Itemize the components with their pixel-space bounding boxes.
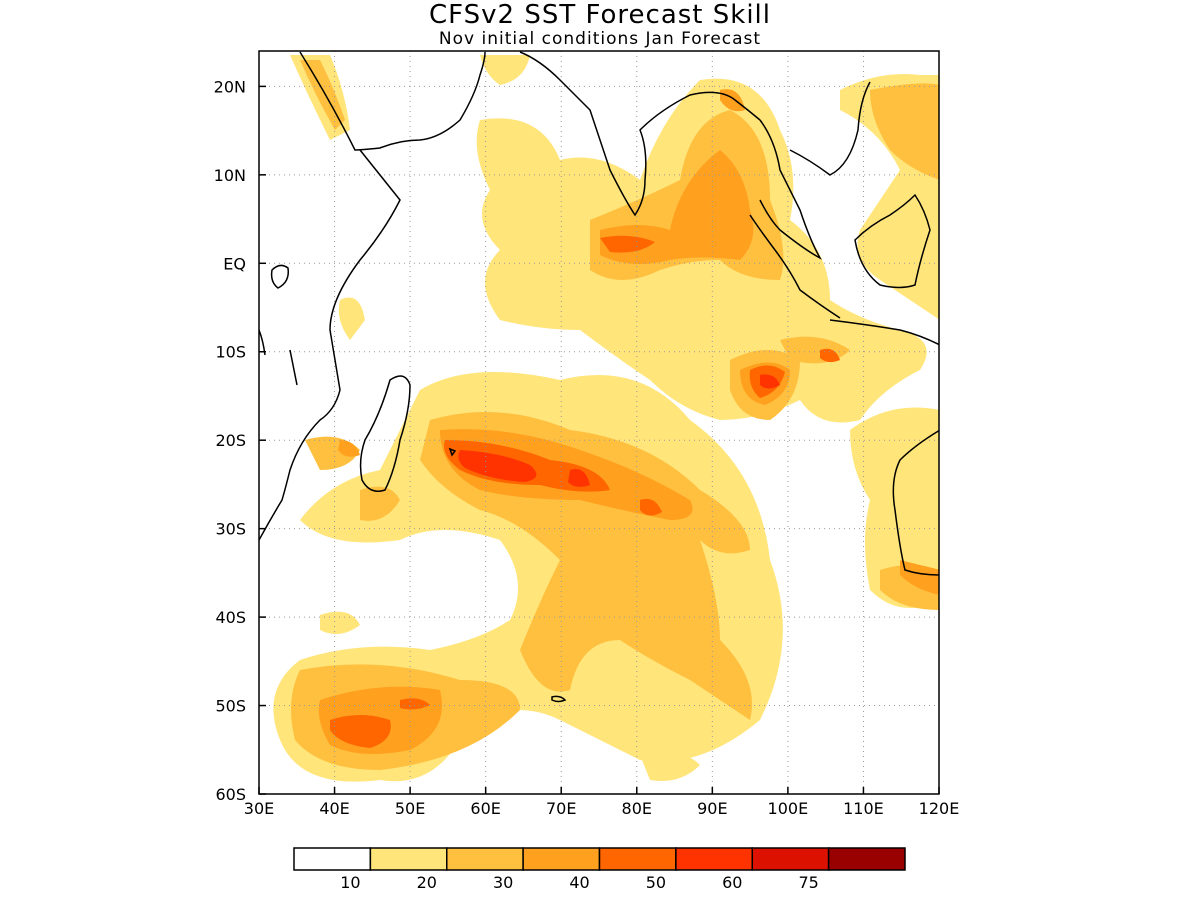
longitude-axis: 30E 40E 50E 60E 70E 80E 90E 100E 110E 120E <box>244 787 960 818</box>
lat-tick-label: 10N <box>214 166 246 185</box>
colorbar-swatch <box>293 847 372 871</box>
lon-tick-label: 30E <box>244 799 274 818</box>
coastlines <box>259 51 939 703</box>
map-gridlines <box>259 51 939 794</box>
lat-tick-label: 20N <box>214 77 246 96</box>
lat-tick-label: 20S <box>215 431 246 450</box>
colorbar-label: 30 <box>493 873 513 892</box>
lon-tick-label: 60E <box>470 799 500 818</box>
lon-tick-label: 90E <box>697 799 727 818</box>
lat-tick-label: 60S <box>215 785 246 804</box>
latitude-axis: 20N 10N EQ 10S 20S 30S 40S 50S 60S <box>214 77 266 804</box>
lon-tick-label: 50E <box>395 799 425 818</box>
lon-tick-label: 40E <box>319 799 349 818</box>
colorbar-label: 40 <box>569 873 589 892</box>
lat-tick-label: 10S <box>215 343 246 362</box>
lat-tick-label: EQ <box>223 254 246 273</box>
colorbar-swatch <box>446 847 524 871</box>
lon-tick-label: 100E <box>768 799 809 818</box>
skill-band-50-60 <box>458 374 780 487</box>
colorbar-swatch <box>675 847 753 871</box>
chart-subtitle: Nov initial conditions Jan Forecast <box>438 29 762 49</box>
lon-tick-label: 80E <box>622 799 652 818</box>
colorbar-swatch <box>598 847 677 871</box>
lon-tick-label: 110E <box>843 799 884 818</box>
lon-tick-label: 70E <box>546 799 576 818</box>
colorbar-label: 60 <box>722 873 742 892</box>
chart-title: CFSv2 SST Forecast Skill <box>428 0 772 30</box>
colorbar-swatch <box>369 847 448 871</box>
lat-tick-label: 30S <box>215 520 246 539</box>
color-legend: 10 20 30 40 50 60 75 <box>293 847 906 892</box>
colorbar-label: 50 <box>646 873 666 892</box>
colorbar-label: 10 <box>340 873 360 892</box>
lon-tick-label: 120E <box>919 799 960 818</box>
lat-tick-label: 40S <box>215 608 246 627</box>
colorbar-label: 20 <box>417 873 437 892</box>
colorbar-swatch <box>751 847 830 871</box>
lat-tick-label: 50S <box>215 697 246 716</box>
colorbar-swatch <box>827 847 906 871</box>
colorbar-label: 75 <box>798 873 818 892</box>
colorbar-swatch <box>522 847 601 871</box>
skill-contours <box>273 55 939 782</box>
map-frame <box>258 50 940 795</box>
